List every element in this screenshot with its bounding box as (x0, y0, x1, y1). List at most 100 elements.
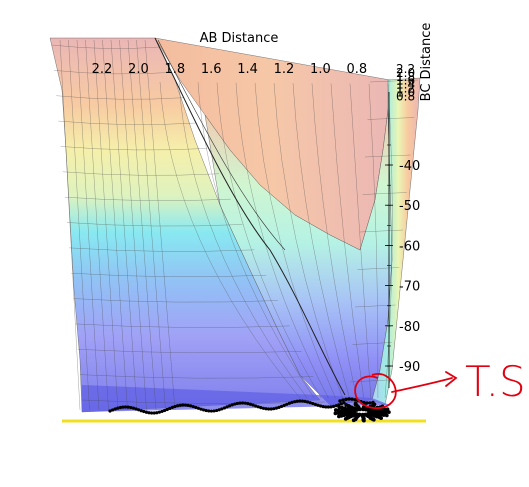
trajectory-point (316, 403, 320, 407)
trajectory-point (152, 411, 156, 415)
trajectory-point (116, 406, 120, 410)
trajectory-point (351, 418, 356, 423)
trajectory-point (243, 401, 247, 405)
trajectory-point (199, 407, 203, 411)
trajectory-point (319, 404, 323, 408)
trajectory-point (246, 402, 250, 406)
transition-state-annotation: T.S. (354, 357, 529, 410)
trajectory-point (147, 411, 151, 415)
surface-base (82, 385, 390, 412)
grid-line (368, 83, 379, 399)
trajectory-point (285, 402, 289, 406)
trajectory-point (362, 400, 366, 405)
trajectory-point (365, 401, 369, 405)
trajectory-point (134, 407, 138, 411)
trajectory-point (176, 404, 180, 408)
trajectory-point (324, 405, 328, 409)
trajectory-point (332, 404, 336, 408)
x-axis: AB Distance 2.2 2.0 1.8 1.6 1.4 1.2 1.0 0.8 (92, 31, 367, 77)
trajectory-point (168, 406, 172, 411)
trajectory-point (189, 404, 193, 408)
trajectory-point (230, 403, 234, 407)
trajectory-point (274, 406, 278, 410)
trajectory-point (356, 405, 361, 410)
trajectory-point (353, 407, 358, 411)
trajectory-point (267, 407, 271, 411)
grid-line (68, 39, 90, 411)
trajectory-point (207, 409, 211, 413)
trajectory-point (290, 400, 294, 404)
x-tick-label: 1.2 (274, 62, 295, 77)
trajectory-point (251, 403, 255, 407)
grid-line (330, 83, 364, 399)
trajectory-point (108, 409, 112, 413)
grid-line (144, 39, 176, 411)
grid-line (85, 39, 109, 411)
trajectory-point (261, 406, 265, 410)
trajectory-point (165, 407, 169, 412)
trajectory-point (235, 401, 239, 406)
grid-line (60, 146, 208, 151)
x-tick-label: 1.4 (237, 62, 258, 77)
trajectory-point (272, 407, 276, 411)
trajectory-point (345, 410, 350, 415)
grid-line (359, 229, 404, 233)
grid-line (136, 39, 166, 411)
y-tick-label: 2.0 (396, 66, 415, 80)
trajectory-point (381, 413, 386, 417)
trajectory-point (334, 404, 338, 408)
grid-line (75, 323, 290, 328)
trajectory-point (264, 407, 268, 411)
grid-line (362, 192, 407, 195)
trajectory-point (212, 409, 216, 413)
trajectory-point (170, 405, 174, 409)
trajectory-point (202, 408, 206, 412)
surface (49, 37, 421, 413)
trajectory-point (233, 402, 237, 406)
trajectory-point (300, 399, 304, 403)
grid-line (127, 39, 157, 411)
trajectory-point (194, 405, 198, 410)
trajectory-point (368, 401, 372, 405)
grid-line (273, 82, 343, 399)
trajectory-point (181, 403, 185, 407)
trajectory-point (376, 408, 381, 413)
trajectory-point (259, 406, 263, 410)
minimum-energy-path (154, 37, 346, 396)
trajectory-point (348, 414, 353, 419)
trajectory-point (222, 406, 226, 410)
trajectory-point (350, 397, 354, 401)
trajectory-point (298, 399, 302, 403)
grid-line (159, 81, 301, 399)
grid-line (69, 247, 255, 252)
x-tick-label: 1.8 (164, 62, 185, 77)
x-tick-label: 1.0 (310, 62, 331, 77)
trajectory-point (368, 410, 373, 415)
grid-line (349, 379, 389, 383)
ridge-line (157, 39, 286, 251)
trajectory-point (209, 409, 213, 413)
grid-line (292, 83, 350, 399)
x-tick-label: 1.6 (201, 62, 222, 77)
trajectory-point (111, 408, 115, 412)
z-axis: -40 -50 -60 -70 -80 -90 (385, 92, 420, 388)
z-tick-label: -80 (399, 320, 420, 335)
trajectory-point (160, 409, 164, 414)
y-tick-label: 0.8 (396, 89, 415, 103)
trajectory-point (256, 405, 260, 409)
trajectory-point (353, 398, 357, 402)
trajectory-point (386, 410, 391, 415)
trajectory-point (155, 411, 159, 415)
trajectory-point (225, 405, 229, 409)
trajectory-point (183, 403, 187, 407)
grid-line (178, 82, 308, 399)
trajectory-point (339, 408, 344, 413)
z-tick-label: -70 (399, 280, 420, 295)
trajectory-point (204, 408, 208, 413)
trajectory-point (295, 399, 299, 403)
trajectory-point (347, 397, 351, 401)
grid-line (367, 117, 415, 120)
trajectory-point (293, 400, 297, 404)
trajectory-point (254, 404, 258, 408)
grid-line (56, 95, 184, 100)
